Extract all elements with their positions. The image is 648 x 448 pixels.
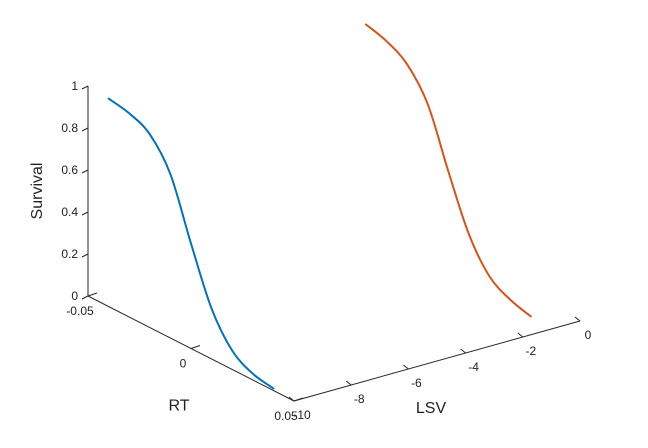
survival-tick-label: 0 <box>71 289 78 303</box>
lsv-tick-mark <box>517 332 524 338</box>
survival-tick-mark <box>81 253 89 258</box>
series-line-1 <box>107 97 275 390</box>
lsv-tick-mark <box>403 364 409 370</box>
lsv-axis-line <box>293 320 581 402</box>
rt-tick-mark <box>87 292 98 297</box>
survival-tick-label: 1 <box>71 79 78 93</box>
lsv-tick-label: -4 <box>468 360 479 374</box>
lsv-tick-mark <box>288 396 295 402</box>
rt-tick-label: -0.05 <box>66 304 94 318</box>
survival-tick-mark <box>81 127 89 132</box>
lsv-tick-label: -6 <box>411 376 422 390</box>
survival-axis-title: Survival <box>29 163 46 220</box>
series-line-2 <box>365 23 532 318</box>
rt-tick-mark <box>293 397 304 402</box>
lsv-tick-mark <box>460 348 466 354</box>
survival-tick-label: 0.6 <box>61 163 78 177</box>
survival-tick-label: 0.2 <box>61 247 78 261</box>
survival-tick-mark <box>81 85 89 90</box>
survival-tick-mark <box>81 169 89 174</box>
axes-layer: 00.20.40.60.81-0.0500.05-10-8-6-4-20Surv… <box>29 79 592 423</box>
lsv-tick-label: 0 <box>585 328 592 342</box>
survival-tick-mark <box>81 295 89 300</box>
rt-tick-label: 0.05 <box>274 409 298 423</box>
lsv-tick-label: -10 <box>293 408 311 422</box>
survival-tick-label: 0.8 <box>61 121 78 135</box>
lsv-tick-mark <box>574 316 581 322</box>
rt-tick-mark <box>190 345 201 349</box>
survival-tick-mark <box>81 211 89 216</box>
rt-tick-label: 0 <box>180 357 187 371</box>
lsv-tick-label: -2 <box>525 344 536 358</box>
series-layer <box>107 23 532 390</box>
rt-axis-title: RT <box>168 398 189 415</box>
lsv-axis-title: LSV <box>416 400 447 417</box>
survival-tick-label: 0.4 <box>61 205 78 219</box>
lsv-tick-mark <box>345 380 352 386</box>
lsv-tick-label: -8 <box>354 392 365 406</box>
